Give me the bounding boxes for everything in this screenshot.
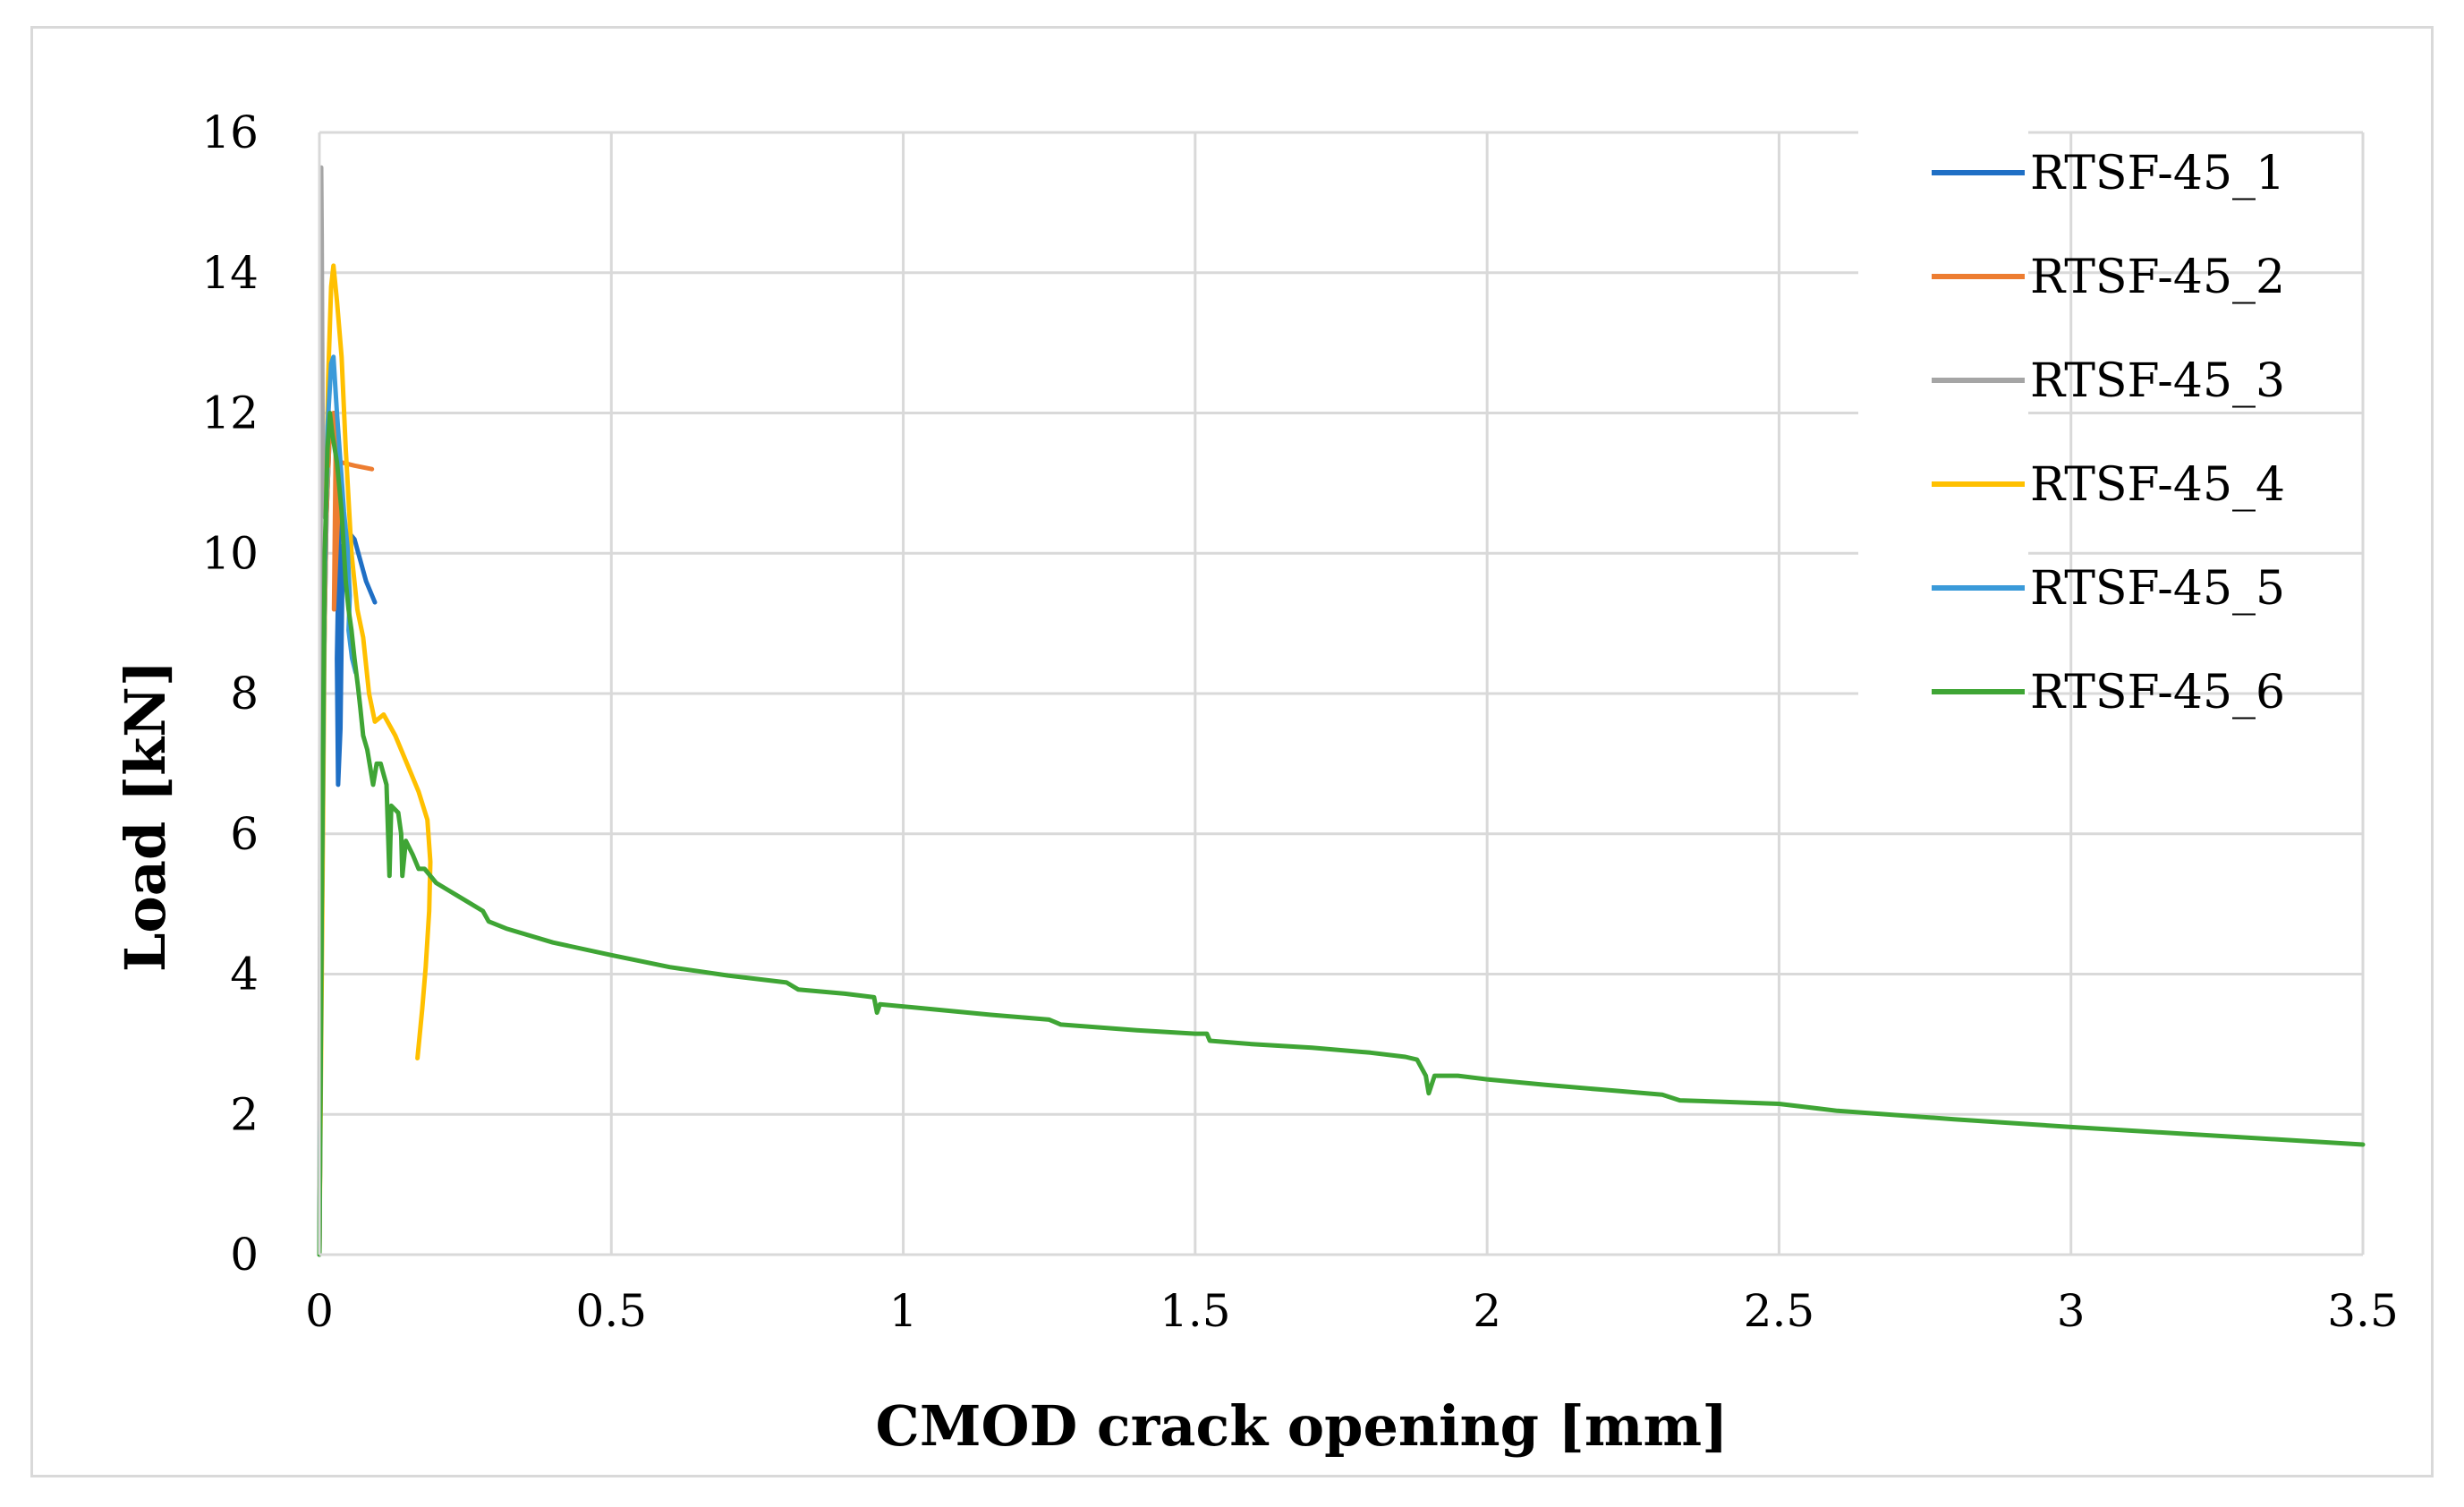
legend-background <box>1858 115 2028 741</box>
y-tick-label: 10 <box>201 527 259 579</box>
legend-label-2: RTSF-45_2 <box>2030 251 2285 304</box>
y-axis-title: Load [kN] <box>113 660 178 972</box>
x-tick-label: 1 <box>889 1285 918 1337</box>
legend-label-6: RTSF-45_6 <box>2030 666 2285 719</box>
y-tick-label: 16 <box>201 106 259 158</box>
legend-label-4: RTSF-45_4 <box>2030 458 2285 512</box>
series-line-6 <box>317 411 2366 1257</box>
x-tick-label: 2 <box>1473 1285 1501 1337</box>
x-tick-label: 3.5 <box>2327 1285 2399 1337</box>
x-tick-label: 0 <box>305 1285 334 1337</box>
legend-label-1: RTSF-45_1 <box>2030 147 2285 200</box>
x-tick-label: 1.5 <box>1160 1285 1231 1337</box>
legend-label-5: RTSF-45_5 <box>2030 562 2285 616</box>
y-tick-label: 4 <box>230 949 259 1000</box>
chart-frame: 0 0.5 1 1.5 2 2.5 3 3.5 0 2 4 6 8 10 12 14 16 CMOD crac… <box>30 26 2434 1477</box>
plot-series <box>317 165 2366 1257</box>
grid-lines <box>319 131 2365 1255</box>
y-tick-label: 8 <box>230 668 259 719</box>
y-tick-labels: 0 2 4 6 8 10 12 14 16 <box>201 106 259 1281</box>
series-line-4 <box>317 263 433 1257</box>
legend-label-3: RTSF-45_3 <box>2030 354 2285 408</box>
x-tick-label: 3 <box>2057 1285 2086 1337</box>
x-axis-title: CMOD crack opening [mm] <box>876 1393 1729 1459</box>
y-tick-label: 14 <box>201 247 259 299</box>
legend: RTSF-45_1 RTSF-45_2 RTSF-45_3 RTSF-45_4 RTSF… <box>1858 115 2285 741</box>
x-tick-label: 0.5 <box>576 1285 648 1337</box>
axes <box>318 132 2363 1256</box>
y-tick-label: 2 <box>230 1088 259 1140</box>
chart-svg: 0 0.5 1 1.5 2 2.5 3 3.5 0 2 4 6 8 10 12 14 16 CMOD crac… <box>113 106 2399 1459</box>
y-tick-label: 0 <box>230 1229 259 1281</box>
x-tick-label: 2.5 <box>1744 1285 1815 1337</box>
y-tick-label: 12 <box>201 387 259 439</box>
x-tick-labels: 0 0.5 1 1.5 2 2.5 3 3.5 <box>305 1285 2399 1337</box>
y-tick-label: 6 <box>230 808 259 860</box>
